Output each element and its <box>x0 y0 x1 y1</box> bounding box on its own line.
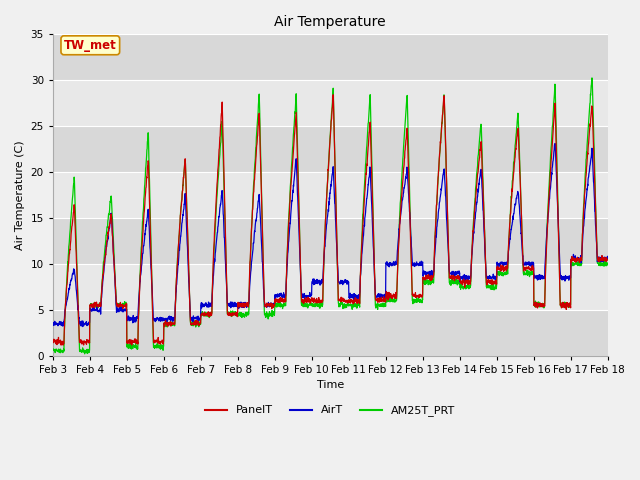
PanelT <box>492 279 500 285</box>
Line: AM25T_PRT: AM25T_PRT <box>53 78 607 354</box>
PanelT <box>330 92 337 97</box>
AM25T_PRT <box>588 75 596 81</box>
Bar <box>53 35 607 80</box>
PanelT <box>57 342 65 348</box>
AirT <box>79 324 86 329</box>
Bar <box>53 264 607 310</box>
Y-axis label: Air Temperature (C): Air Temperature (C) <box>15 140 25 250</box>
PanelT <box>604 257 611 263</box>
Title: Air Temperature: Air Temperature <box>275 15 386 29</box>
AirT <box>571 257 579 263</box>
Bar <box>53 172 607 218</box>
AM25T_PRT <box>555 239 563 245</box>
Bar <box>53 126 607 172</box>
AM25T_PRT <box>604 262 611 267</box>
Line: AirT: AirT <box>53 144 607 326</box>
AirT <box>604 253 611 259</box>
PanelT <box>347 297 355 302</box>
PanelT <box>556 252 563 258</box>
AM25T_PRT <box>570 262 578 268</box>
Text: TW_met: TW_met <box>64 39 116 52</box>
AirT <box>204 304 212 310</box>
PanelT <box>571 258 579 264</box>
PanelT <box>359 225 367 230</box>
AM25T_PRT <box>358 219 366 225</box>
X-axis label: Time: Time <box>317 380 344 390</box>
AM25T_PRT <box>492 286 499 292</box>
Bar <box>53 80 607 126</box>
PanelT <box>49 339 57 345</box>
AirT <box>556 244 563 250</box>
PanelT <box>204 310 212 316</box>
AM25T_PRT <box>81 351 88 357</box>
AirT <box>358 243 366 249</box>
AirT <box>49 320 57 326</box>
AM25T_PRT <box>347 303 355 309</box>
AirT <box>492 277 499 283</box>
AM25T_PRT <box>204 312 212 317</box>
Bar <box>53 218 607 264</box>
AirT <box>347 293 355 299</box>
AirT <box>551 141 559 146</box>
Line: PanelT: PanelT <box>53 95 607 345</box>
Bar <box>53 310 607 356</box>
Legend: PanelT, AirT, AM25T_PRT: PanelT, AirT, AM25T_PRT <box>201 401 460 421</box>
AM25T_PRT <box>49 347 57 352</box>
